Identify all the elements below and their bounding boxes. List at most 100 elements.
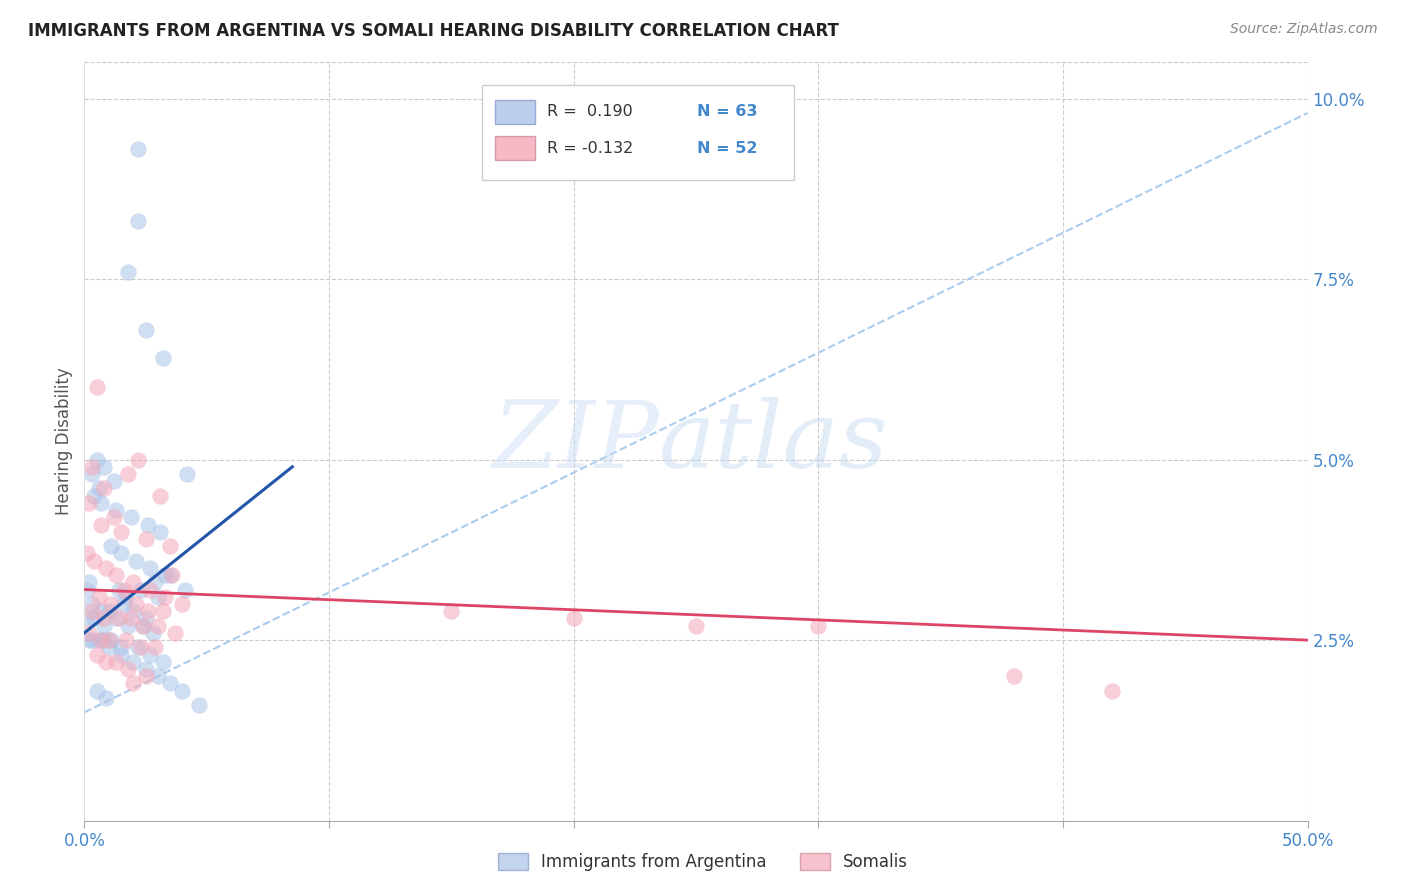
Point (86, 648, 108, 662)
Point (152, 351, 174, 366)
Point (142, 626, 165, 640)
Point (117, 662, 139, 676)
Point (135, 611, 157, 625)
Point (87, 482, 110, 496)
Point (162, 568, 184, 582)
Point (115, 633, 138, 648)
Point (153, 590, 176, 604)
Point (136, 604, 159, 618)
Point (132, 618, 155, 632)
Point (107, 582, 129, 597)
Point (135, 323, 157, 337)
Point (110, 648, 132, 662)
Point (96, 561, 118, 575)
Point (135, 532, 157, 546)
Point (86, 683, 108, 698)
Point (93, 482, 115, 496)
Text: Source: ZipAtlas.com: Source: ZipAtlas.com (1230, 22, 1378, 37)
Point (129, 640, 152, 655)
Point (117, 467, 139, 481)
Point (143, 640, 166, 655)
Point (139, 582, 162, 597)
Point (93, 459, 115, 474)
Point (173, 582, 195, 597)
Point (685, 618, 707, 632)
Point (77, 633, 100, 648)
Point (93, 633, 115, 648)
Point (107, 611, 129, 625)
Point (93, 618, 115, 632)
Point (96, 690, 118, 705)
Point (105, 655, 128, 669)
Point (120, 611, 142, 625)
Point (93, 611, 115, 625)
Point (127, 640, 149, 655)
Point (139, 648, 162, 662)
Point (103, 510, 125, 524)
Point (120, 510, 142, 524)
Point (149, 489, 172, 503)
Point (152, 655, 174, 669)
Point (83, 554, 105, 568)
Text: IMMIGRANTS FROM ARGENTINA VS SOMALI HEARING DISABILITY CORRELATION CHART: IMMIGRANTS FROM ARGENTINA VS SOMALI HEAR… (28, 22, 839, 40)
Point (172, 597, 194, 611)
Point (159, 676, 181, 690)
Y-axis label: Hearing Disability: Hearing Disability (55, 368, 73, 516)
Text: ZIP: ZIP (492, 397, 659, 486)
Point (125, 597, 148, 611)
Point (97, 633, 120, 648)
Point (100, 597, 122, 611)
Point (129, 582, 152, 597)
Point (143, 575, 166, 590)
Point (112, 582, 135, 597)
Point (86, 380, 108, 394)
FancyBboxPatch shape (495, 136, 534, 161)
Point (90, 604, 112, 618)
Point (172, 683, 194, 698)
Point (83, 611, 105, 625)
FancyBboxPatch shape (495, 100, 534, 124)
Point (188, 698, 211, 712)
Point (115, 590, 138, 604)
Point (97, 604, 120, 618)
Point (80, 597, 103, 611)
Point (117, 265, 139, 279)
Point (136, 517, 159, 532)
Point (562, 611, 585, 625)
Point (163, 626, 186, 640)
Point (86, 452, 108, 467)
Point (122, 575, 145, 590)
Text: atlas: atlas (659, 397, 889, 486)
Point (110, 524, 132, 539)
Point (159, 568, 181, 582)
Text: R =  0.190: R = 0.190 (547, 104, 633, 120)
Point (97, 640, 120, 655)
Point (110, 546, 132, 560)
Point (90, 517, 112, 532)
Point (105, 503, 128, 517)
Point (76, 582, 98, 597)
Point (159, 539, 181, 553)
FancyBboxPatch shape (482, 85, 794, 180)
Point (80, 467, 103, 481)
Point (176, 467, 198, 481)
Point (87, 633, 110, 648)
Point (96, 655, 118, 669)
Point (146, 590, 169, 604)
Text: N = 63: N = 63 (697, 104, 758, 120)
Point (149, 524, 172, 539)
Point (152, 604, 174, 618)
Point (76, 611, 98, 625)
Point (80, 633, 103, 648)
Point (90, 496, 112, 510)
Point (83, 489, 105, 503)
Point (122, 655, 145, 669)
Point (135, 662, 157, 676)
Point (110, 640, 132, 655)
Text: R = -0.132: R = -0.132 (547, 141, 633, 155)
Point (127, 452, 149, 467)
Point (127, 214, 149, 228)
Point (125, 554, 148, 568)
Point (80, 604, 103, 618)
Point (1101, 683, 1123, 698)
